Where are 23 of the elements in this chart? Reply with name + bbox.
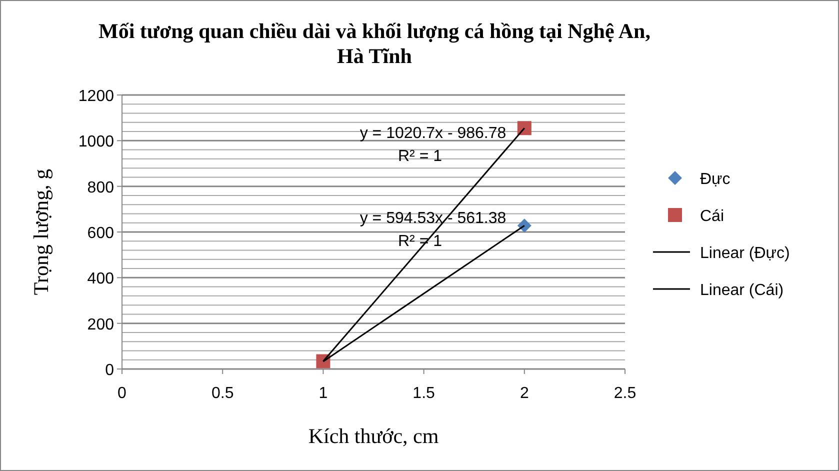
legend-label: Cái: [700, 208, 724, 225]
x-tick-label: 2.5: [614, 385, 636, 402]
y-axis-title: Trọng lượng, g: [29, 168, 53, 296]
y-tick-label: 200: [87, 316, 114, 334]
x-tick-label: 2: [520, 385, 529, 402]
y-tick-label: 1000: [78, 134, 114, 151]
annotation: y = 594.53x - 561.38: [360, 210, 506, 227]
y-tick-label: 0: [105, 362, 114, 379]
y-tick-label: 800: [87, 179, 114, 196]
x-tick-label: 1: [318, 385, 328, 402]
y-tick-label: 600: [87, 225, 114, 242]
y-tick-label: 1200: [78, 88, 114, 105]
x-tick-label: 0.5: [211, 385, 234, 402]
legend-label: Linear (Đực): [700, 245, 790, 262]
legend-label: Linear (Cái): [700, 282, 784, 299]
x-tick-label: 0: [118, 385, 127, 402]
chart-title: Mối tương quan chiều dài và khối lượng cá hồng tại Nghệ An, Hà Tĩnh: [98, 19, 650, 68]
x-axis-title: Kích thước, cm: [308, 424, 439, 448]
legend-label: Đực: [700, 171, 730, 188]
annotation: R² = 1: [398, 148, 442, 165]
x-tick-label: 1.5: [412, 385, 436, 402]
annotation: y = 1020.7x - 986.78: [360, 125, 506, 142]
y-tick-label: 400: [87, 270, 114, 288]
